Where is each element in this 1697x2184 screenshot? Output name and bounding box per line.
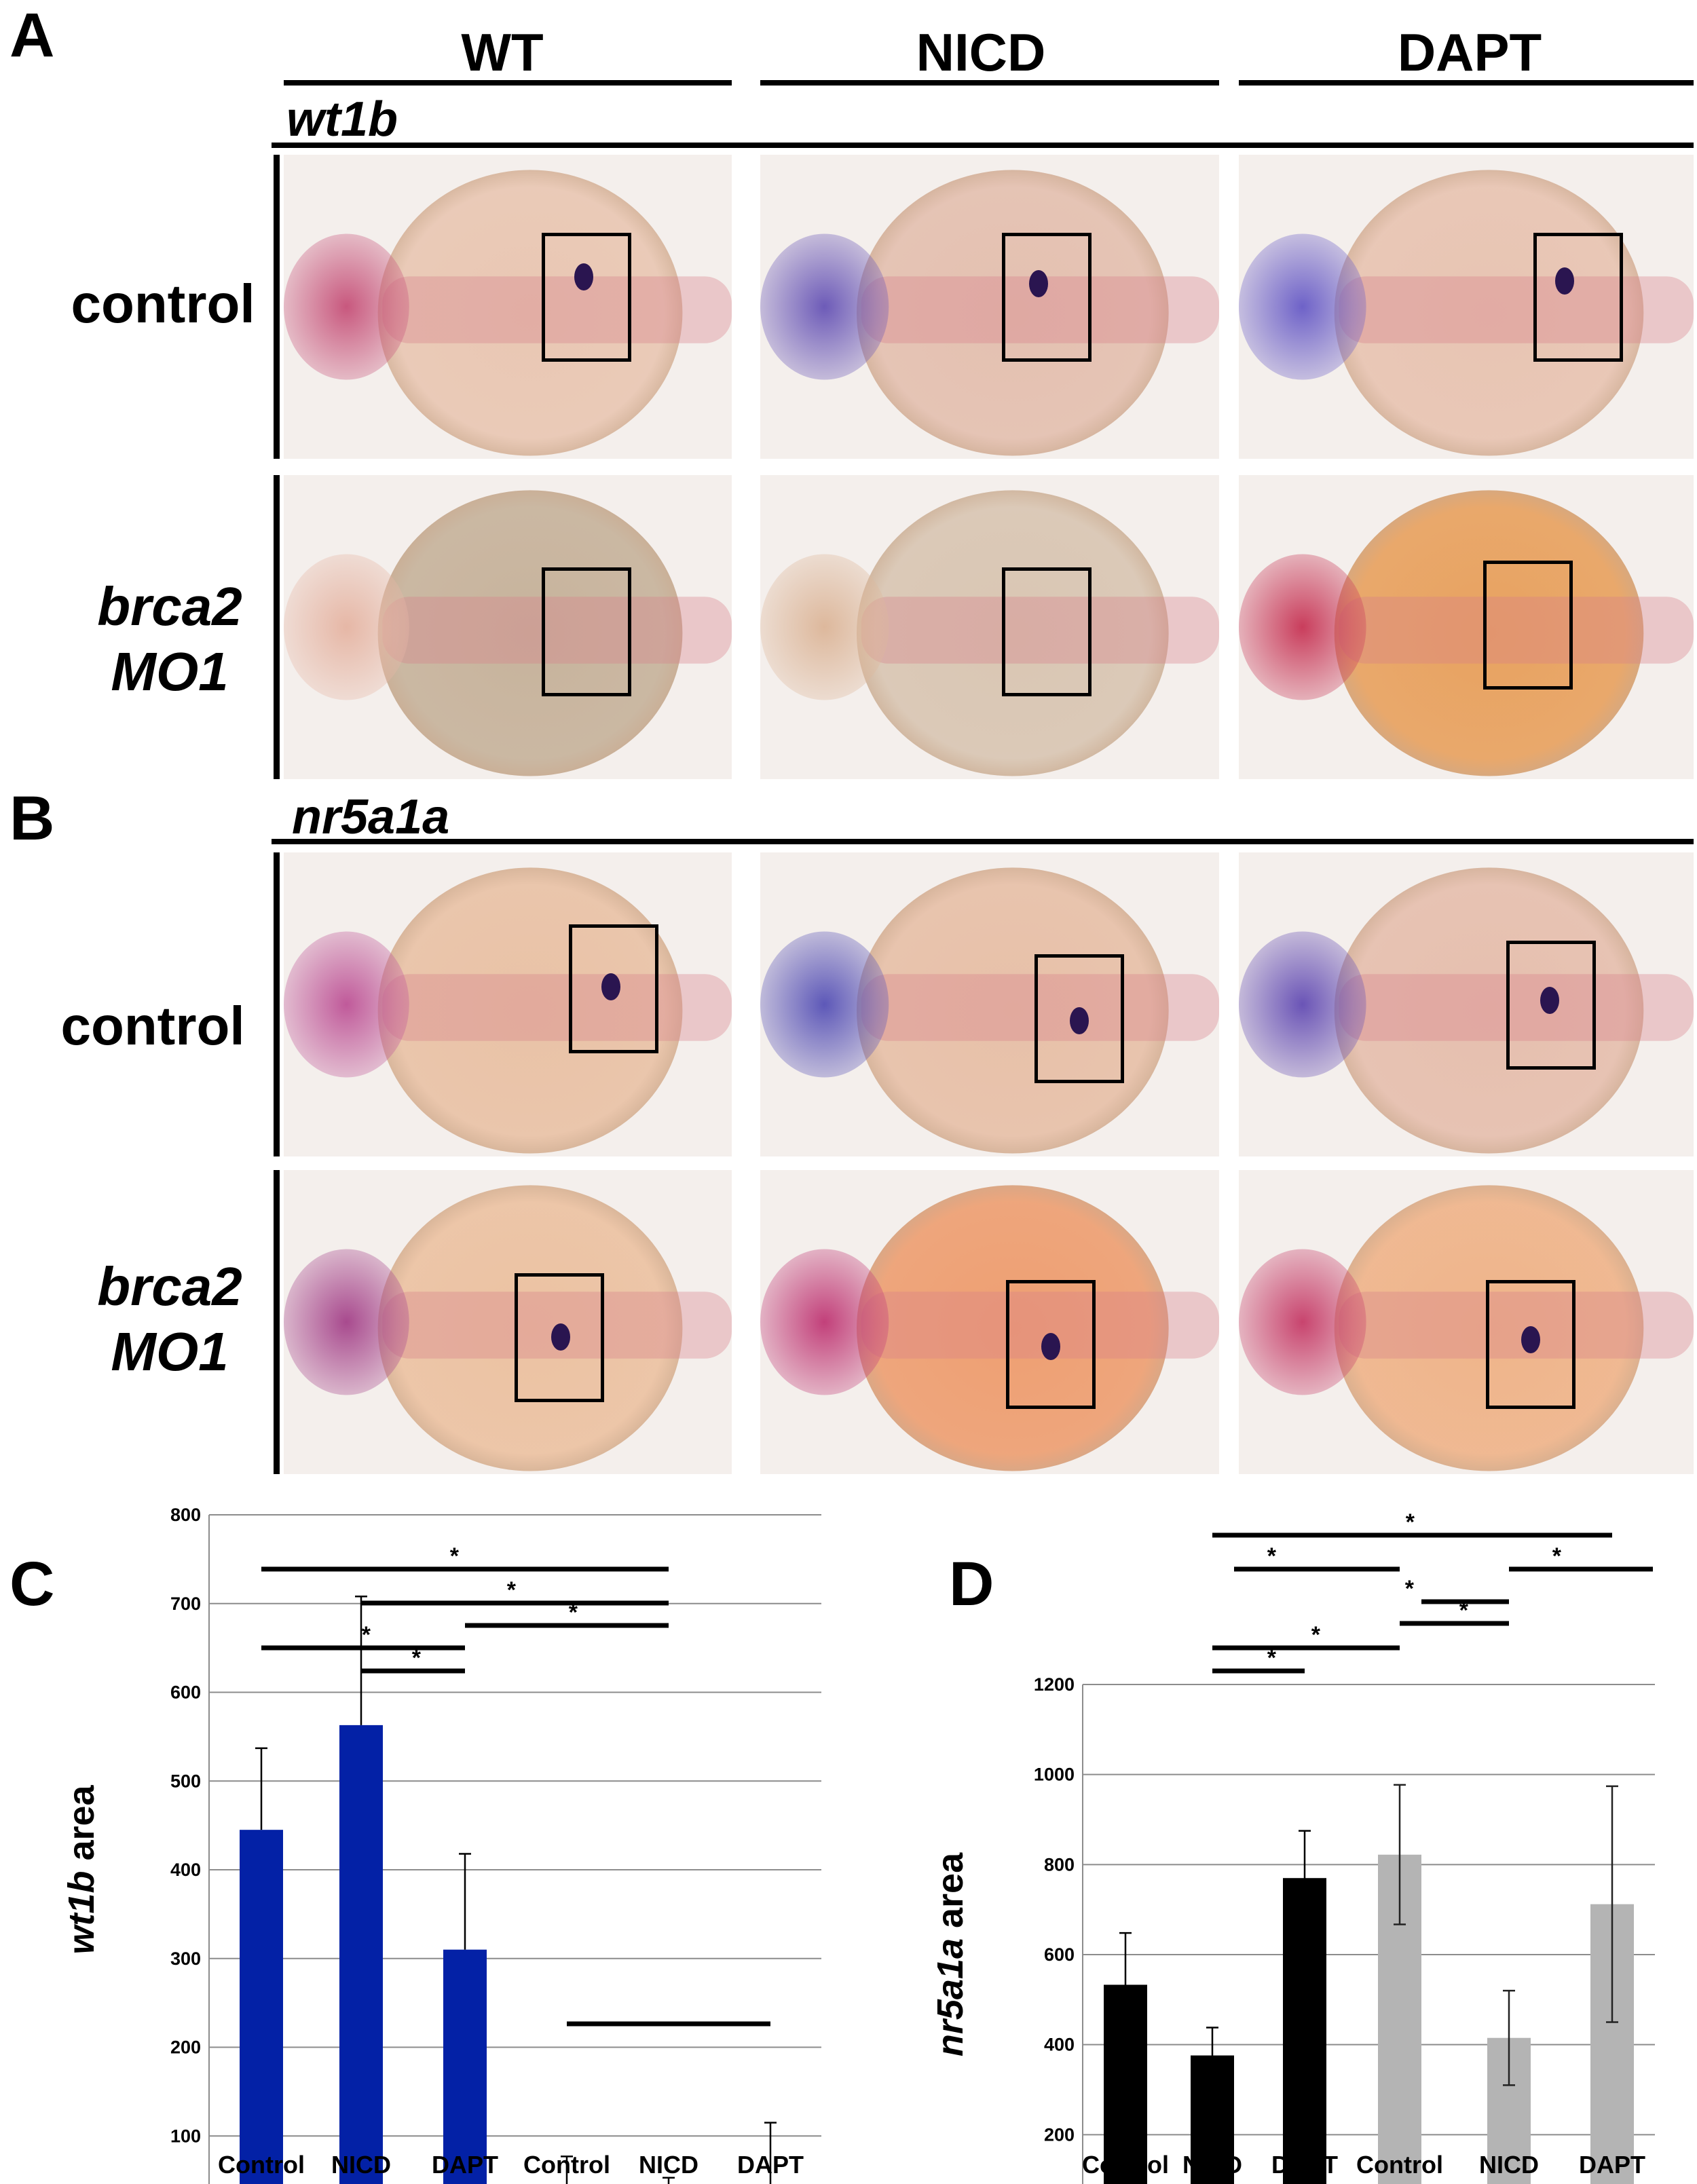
- significance-star: *: [1266, 1543, 1276, 1569]
- roi-box: [1002, 233, 1092, 362]
- y-tick-label: 500: [170, 1771, 201, 1791]
- bar: [1283, 1878, 1326, 2184]
- roi-box: [1506, 941, 1596, 1070]
- y-axis-label: nr5a1a area: [930, 1852, 971, 2056]
- column-underline-wt: [284, 80, 732, 86]
- significance-star: *: [1266, 1645, 1276, 1671]
- roi-box: [1486, 1280, 1575, 1409]
- embryo-photo-a-morphant-dapt: [1239, 475, 1694, 779]
- column-underline-dapt: [1239, 80, 1694, 86]
- panel-c-letter: C: [10, 1549, 55, 1619]
- embryo-photo-a-control-dapt: [1239, 155, 1694, 459]
- y-tick-label: 300: [170, 1948, 201, 1969]
- row-label-b-morphant: brca2 MO1: [97, 1256, 242, 1382]
- significance-star: *: [449, 1543, 459, 1569]
- x-tick-label: NICD: [1479, 2151, 1539, 2179]
- row-label-a-morphant: brca2 MO1: [97, 576, 242, 702]
- y-tick-label: 600: [170, 1682, 201, 1703]
- significance-star: *: [411, 1645, 421, 1671]
- column-header-dapt: DAPT: [1397, 22, 1542, 82]
- row-bar-a-control: [274, 155, 280, 459]
- significance-star: *: [360, 1622, 371, 1648]
- embryo-photo-b-morphant-nicd: [760, 1170, 1219, 1474]
- column-header-wt: WT: [461, 22, 544, 82]
- significance-star: *: [567, 1600, 578, 1625]
- roi-box: [1034, 954, 1124, 1083]
- y-tick-label: 100: [170, 2126, 201, 2146]
- embryo-photo-b-control-dapt: [1239, 852, 1694, 1156]
- bar: [339, 1725, 383, 2184]
- embryo-photo-b-morphant-dapt: [1239, 1170, 1694, 1474]
- bar: [443, 1949, 487, 2184]
- panel-d-letter: D: [949, 1549, 994, 1619]
- gene-label-nr5a1a: nr5a1a: [292, 790, 450, 844]
- significance-star: *: [1404, 1509, 1415, 1535]
- x-tick-label: NICD: [1182, 2151, 1242, 2179]
- x-tick-label: DAPT: [737, 2151, 804, 2179]
- y-tick-label: 200: [1044, 2124, 1075, 2145]
- embryo-photo-b-morphant-wt: [284, 1170, 732, 1474]
- chart-d-nr5a1a-area: 020040060080010001200nr5a1a areaWTbrca2 …: [930, 1509, 1655, 2184]
- y-tick-label: 800: [170, 1505, 201, 1525]
- embryo-photo-a-control-wt: [284, 155, 732, 459]
- y-axis-label: wt1b area: [61, 1784, 102, 1954]
- y-tick-label: 800: [1044, 1854, 1075, 1875]
- gene-underline-nr5a1a: [272, 839, 1694, 844]
- roi-box: [1006, 1280, 1096, 1409]
- bar: [240, 1830, 283, 2184]
- y-tick-label: 400: [170, 1860, 201, 1880]
- significance-star: *: [506, 1577, 516, 1603]
- roi-box: [515, 1273, 604, 1402]
- embryo-photo-a-control-nicd: [760, 155, 1219, 459]
- panel-a-letter: A: [10, 1, 55, 70]
- x-tick-label: NICD: [639, 2151, 698, 2179]
- x-tick-label: Control: [523, 2151, 610, 2179]
- significance-star: *: [1404, 1576, 1414, 1602]
- column-underline-nicd: [760, 80, 1219, 86]
- roi-box: [542, 567, 631, 696]
- embryo-photo-a-morphant-wt: [284, 475, 732, 779]
- roi-box: [1533, 233, 1623, 362]
- roi-box: [1483, 561, 1573, 690]
- row-bar-b-control: [274, 852, 280, 1156]
- gene-underline-wt1b: [272, 143, 1694, 148]
- row-label-a-control: control: [71, 274, 255, 334]
- gene-label-wt1b: wt1b: [286, 92, 398, 147]
- column-header-nicd: NICD: [916, 22, 1046, 82]
- x-tick-label: DAPT: [432, 2151, 498, 2179]
- roi-box: [1002, 567, 1092, 696]
- roi-box: [542, 233, 631, 362]
- row-label-b-control: control: [60, 996, 245, 1056]
- y-tick-label: 200: [170, 2037, 201, 2058]
- x-tick-label: DAPT: [1579, 2151, 1645, 2179]
- y-tick-label: 1200: [1034, 1674, 1075, 1695]
- embryo-photo-b-control-wt: [284, 852, 732, 1156]
- row-bar-b-morphant: [274, 1170, 280, 1474]
- x-tick-label: Control: [1082, 2151, 1169, 2179]
- roi-box: [569, 924, 658, 1053]
- x-tick-label: Control: [218, 2151, 305, 2179]
- y-tick-label: 600: [1044, 1944, 1075, 1965]
- significance-star: *: [1310, 1622, 1320, 1648]
- y-tick-label: 700: [170, 1594, 201, 1614]
- embryo-photo-b-control-nicd: [760, 852, 1219, 1156]
- significance-star: *: [1458, 1598, 1468, 1623]
- significance-star: *: [1551, 1543, 1561, 1569]
- x-tick-label: NICD: [331, 2151, 391, 2179]
- y-tick-label: 1000: [1034, 1765, 1075, 1785]
- x-tick-label: DAPT: [1271, 2151, 1338, 2179]
- row-bar-a-morphant: [274, 475, 280, 779]
- y-tick-label: 400: [1044, 2035, 1075, 2055]
- embryo-photo-a-morphant-nicd: [760, 475, 1219, 779]
- panel-b-letter: B: [10, 784, 55, 853]
- chart-c-wt1b-area: 0100200300400500600700800wt1b areaWTbrca…: [61, 1505, 821, 2184]
- x-tick-label: Control: [1356, 2151, 1443, 2179]
